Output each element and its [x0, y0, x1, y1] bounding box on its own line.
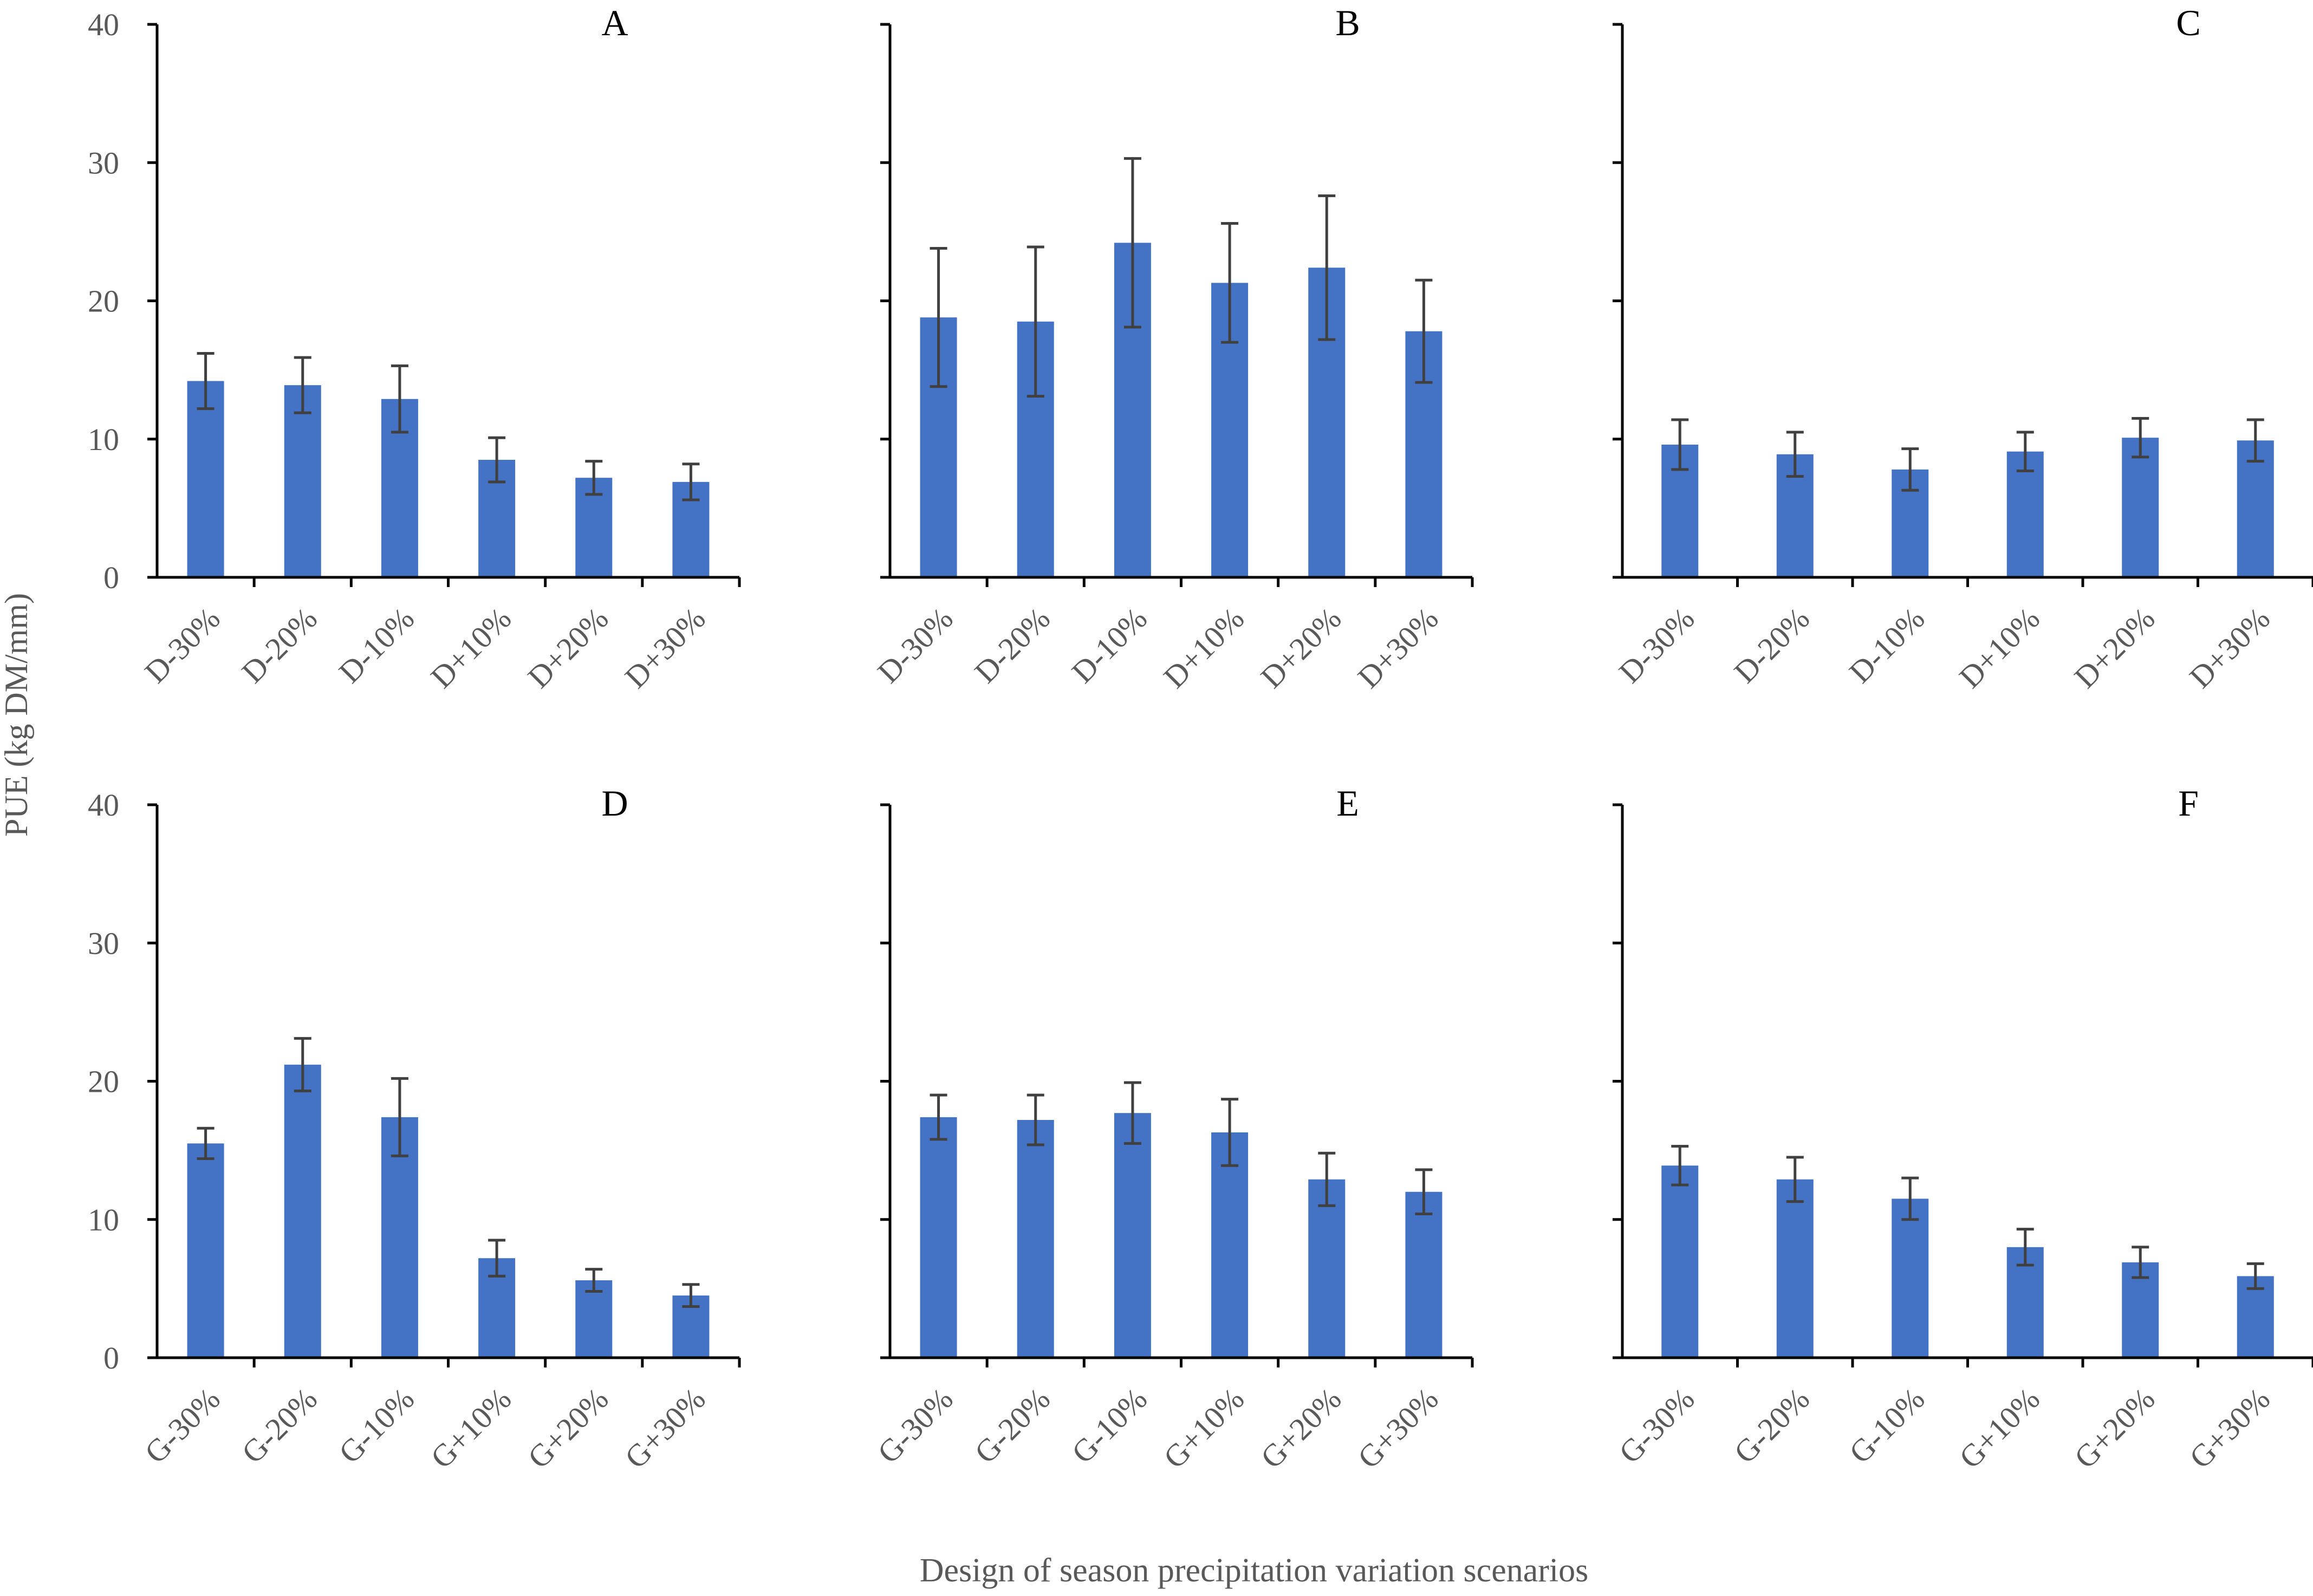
error-bar — [1415, 278, 1433, 384]
y-tick-label: 20 — [88, 1064, 119, 1099]
y-tick-label: 40 — [88, 787, 119, 823]
y-tick-label: 0 — [103, 560, 119, 595]
y-tick-label: 0 — [103, 1340, 119, 1376]
error-bar — [1123, 157, 1141, 329]
error-bar — [2132, 1246, 2149, 1279]
error-bar — [1901, 447, 1919, 492]
error-bar — [488, 436, 506, 484]
bar — [2006, 451, 2044, 577]
error-bar — [585, 460, 603, 496]
error-bar — [488, 1239, 506, 1278]
bar — [1661, 1165, 1699, 1358]
error-bar — [1026, 1093, 1044, 1146]
panel-title: A — [601, 2, 628, 43]
y-tick-label: 10 — [88, 422, 119, 457]
y-tick-label: 10 — [88, 1202, 119, 1237]
bar — [1308, 1179, 1346, 1358]
error-bar — [585, 1268, 603, 1293]
y-tick-label: 30 — [88, 145, 119, 180]
error-bar — [1415, 1168, 1433, 1216]
bar — [187, 381, 224, 577]
panel-title: C — [2176, 2, 2200, 43]
bar — [1211, 1132, 1249, 1358]
panel-title: F — [2178, 783, 2199, 824]
bar — [187, 1143, 224, 1358]
error-bar — [1671, 1144, 1689, 1187]
error-bar — [1786, 431, 1804, 478]
error-bar — [294, 1037, 311, 1092]
error-bar — [682, 1283, 700, 1308]
error-bar — [197, 1126, 215, 1160]
panel-title: D — [601, 783, 628, 824]
error-bar — [2016, 431, 2034, 472]
error-bar — [2016, 1228, 2034, 1267]
error-bar — [1318, 194, 1336, 341]
panel-title: E — [1336, 783, 1359, 824]
error-bar — [2246, 1262, 2264, 1290]
error-bar — [1221, 222, 1239, 344]
panel-title: B — [1335, 2, 1360, 43]
bar — [1776, 1179, 1814, 1358]
error-bar — [1901, 1176, 1919, 1221]
error-bar — [682, 462, 700, 501]
bar — [1405, 1191, 1443, 1358]
bar — [1017, 1119, 1054, 1358]
error-bar — [2132, 416, 2149, 459]
bar — [1892, 1198, 1929, 1358]
error-bar — [1786, 1156, 1804, 1203]
bar — [284, 385, 321, 577]
y-tick-label: 20 — [88, 284, 119, 319]
error-bar — [1671, 418, 1689, 471]
error-bar — [2246, 418, 2264, 463]
error-bar — [1026, 245, 1044, 398]
error-bar — [1318, 1151, 1336, 1207]
y-tick-label: 40 — [88, 7, 119, 42]
bar — [2237, 440, 2274, 577]
x-axis-label: Design of season precipitation variation… — [920, 1552, 1588, 1589]
error-bar — [391, 1077, 408, 1157]
error-bar — [1123, 1081, 1141, 1145]
error-bar — [1221, 1098, 1239, 1167]
error-bar — [930, 247, 947, 388]
bar — [920, 1117, 957, 1358]
error-bar — [391, 364, 408, 434]
y-tick-label: 30 — [88, 926, 119, 961]
bar — [284, 1064, 321, 1358]
error-bar — [930, 1093, 947, 1141]
bar — [381, 1117, 418, 1358]
y-axis-label: PUE (kg DM/mm) — [0, 593, 34, 837]
error-bar — [197, 351, 215, 411]
bar — [2122, 438, 2159, 577]
bar — [1114, 1113, 1151, 1358]
error-bar — [294, 356, 311, 414]
bar — [575, 1280, 613, 1358]
